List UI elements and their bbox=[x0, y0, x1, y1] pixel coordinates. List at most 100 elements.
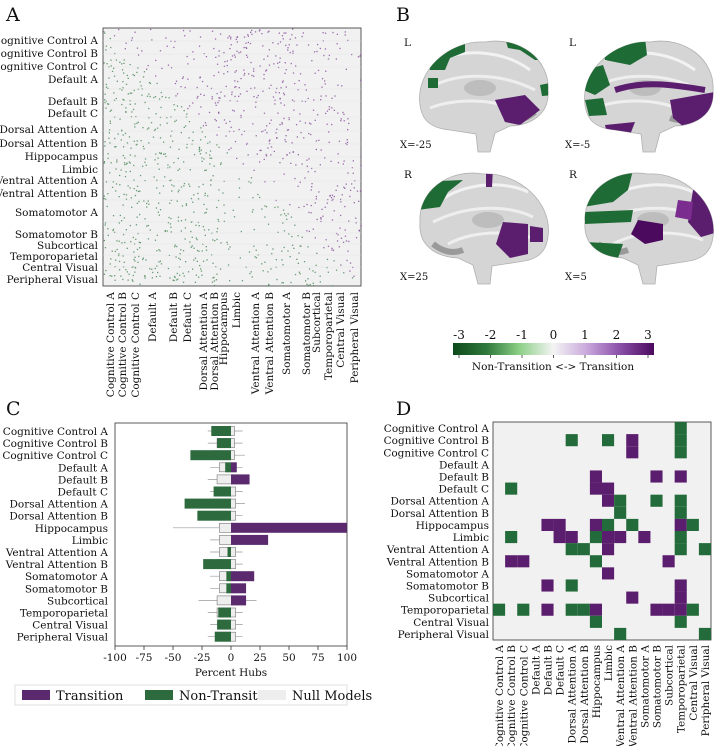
matrix-a-entry bbox=[103, 62, 105, 64]
matrix-a-row-label: Cognitive Control C bbox=[0, 61, 98, 73]
matrix-a-entry bbox=[122, 154, 124, 157]
matrix-a-entry bbox=[177, 220, 179, 222]
matrix-a-entry bbox=[280, 87, 282, 89]
matrix-a-entry bbox=[209, 154, 211, 156]
matrix-d-cell bbox=[577, 543, 590, 556]
matrix-a-column-labels: Cognitive Control A Cognitive Control B Co… bbox=[105, 291, 361, 397]
matrix-a-entry bbox=[185, 203, 187, 205]
matrix-a-entry bbox=[325, 70, 327, 72]
matrix-d-cell bbox=[674, 434, 687, 447]
matrix-a-entry bbox=[123, 146, 125, 148]
matrix-a-entry bbox=[268, 30, 270, 32]
matrix-a-entry bbox=[229, 100, 231, 102]
matrix-a-entry bbox=[112, 215, 115, 217]
x-tick-label: -75 bbox=[136, 652, 153, 664]
matrix-a-entry bbox=[196, 260, 198, 262]
matrix-a-entry bbox=[205, 211, 207, 214]
matrix-a-entry bbox=[298, 252, 300, 254]
matrix-a-entry bbox=[174, 40, 176, 43]
matrix-a-entry bbox=[251, 276, 253, 278]
colorbar-tick-label: -2 bbox=[485, 328, 497, 342]
matrix-a-entry bbox=[108, 137, 110, 139]
chart-x-label: Percent Hubs bbox=[195, 667, 267, 679]
matrix-a-column-label: Cognitive Control C bbox=[130, 292, 142, 398]
matrix-a-entry bbox=[230, 38, 232, 40]
matrix-a-entry bbox=[308, 158, 310, 160]
matrix-d-cell bbox=[565, 531, 578, 544]
matrix-a-entry bbox=[339, 227, 341, 229]
matrix-a-entry bbox=[270, 154, 272, 156]
matrix-a-entry bbox=[135, 116, 137, 118]
matrix-a-entry bbox=[236, 41, 238, 43]
matrix-a-entry bbox=[124, 175, 127, 178]
non-transition-bar bbox=[211, 426, 231, 436]
matrix-a-entry bbox=[275, 132, 277, 134]
matrix-a-entry bbox=[315, 264, 317, 266]
matrix-a-entry bbox=[289, 38, 291, 40]
matrix-a-entry bbox=[159, 260, 162, 262]
matrix-a-row-label: Limbic bbox=[62, 164, 98, 176]
matrix-a-entry bbox=[114, 52, 116, 55]
matrix-a-entry bbox=[293, 247, 295, 249]
matrix-a-entry bbox=[324, 206, 326, 208]
matrix-a-entry bbox=[134, 103, 136, 105]
matrix-a-entry bbox=[202, 183, 204, 186]
matrix-a-entry bbox=[223, 204, 225, 206]
matrix-a-entry bbox=[262, 90, 264, 92]
matrix-d-column-label: Cognitive Control C bbox=[518, 645, 530, 746]
matrix-a-entry bbox=[351, 277, 354, 279]
matrix-a-entry bbox=[277, 112, 279, 114]
matrix-d-cell bbox=[602, 494, 615, 507]
matrix-a-entry bbox=[119, 174, 121, 177]
matrix-a-entry bbox=[255, 257, 258, 259]
matrix-d-cell bbox=[589, 603, 602, 616]
matrix-a-entry bbox=[178, 257, 180, 259]
matrix-a-entry bbox=[156, 187, 158, 189]
matrix-d-cell bbox=[565, 543, 578, 556]
matrix-a-entry bbox=[284, 72, 286, 74]
matrix-d-row-label: Cognitive Control C bbox=[383, 447, 489, 459]
matrix-a-entry bbox=[282, 209, 285, 211]
matrix-a-entry bbox=[170, 199, 172, 201]
matrix-a-entry bbox=[123, 99, 125, 101]
matrix-a-entry bbox=[281, 81, 284, 83]
matrix-a-entry bbox=[276, 137, 278, 139]
matrix-d-cell bbox=[686, 518, 699, 531]
matrix-a-entry bbox=[192, 139, 194, 142]
matrix-a-entry bbox=[105, 181, 108, 183]
matrix-a-entry bbox=[111, 250, 113, 252]
matrix-a-entry bbox=[187, 271, 190, 273]
matrix-a-entry bbox=[310, 189, 312, 191]
matrix-a-entry bbox=[332, 198, 334, 200]
matrix-a-column-label: Default A bbox=[147, 292, 159, 342]
matrix-a-entry bbox=[347, 172, 349, 174]
matrix-a-entry bbox=[121, 69, 124, 71]
matrix-a-entry bbox=[252, 209, 254, 211]
matrix-a-entry bbox=[205, 124, 207, 126]
matrix-a-entry bbox=[323, 247, 325, 249]
matrix-a-entry bbox=[206, 259, 208, 261]
matrix-a-entry bbox=[192, 201, 194, 203]
chart-bars bbox=[173, 426, 347, 642]
matrix-a-entry bbox=[177, 191, 179, 193]
matrix-a-entry bbox=[229, 246, 231, 248]
matrix-a-entry bbox=[107, 193, 109, 195]
matrix-d-row-label: Dorsal Attention B bbox=[390, 508, 489, 520]
matrix-a-entry bbox=[122, 278, 124, 281]
matrix-a-entry bbox=[138, 255, 140, 258]
matrix-a-entry bbox=[115, 259, 117, 261]
matrix-a-entry bbox=[284, 62, 286, 64]
matrix-a-entry bbox=[213, 165, 215, 167]
matrix-a-entry bbox=[134, 123, 136, 125]
matrix-a-entry bbox=[186, 113, 188, 115]
matrix-a-entry bbox=[213, 75, 215, 77]
matrix-a-entry bbox=[281, 123, 283, 125]
matrix-a-entry bbox=[112, 229, 114, 232]
matrix-a-entry bbox=[164, 230, 166, 232]
matrix-a-entry bbox=[146, 202, 148, 205]
matrix-a-entry bbox=[251, 29, 253, 32]
matrix-a-entry bbox=[143, 200, 145, 202]
matrix-d-column-label: Default B bbox=[543, 645, 555, 695]
matrix-a-entry bbox=[104, 222, 107, 224]
matrix-a-entry bbox=[217, 199, 220, 202]
